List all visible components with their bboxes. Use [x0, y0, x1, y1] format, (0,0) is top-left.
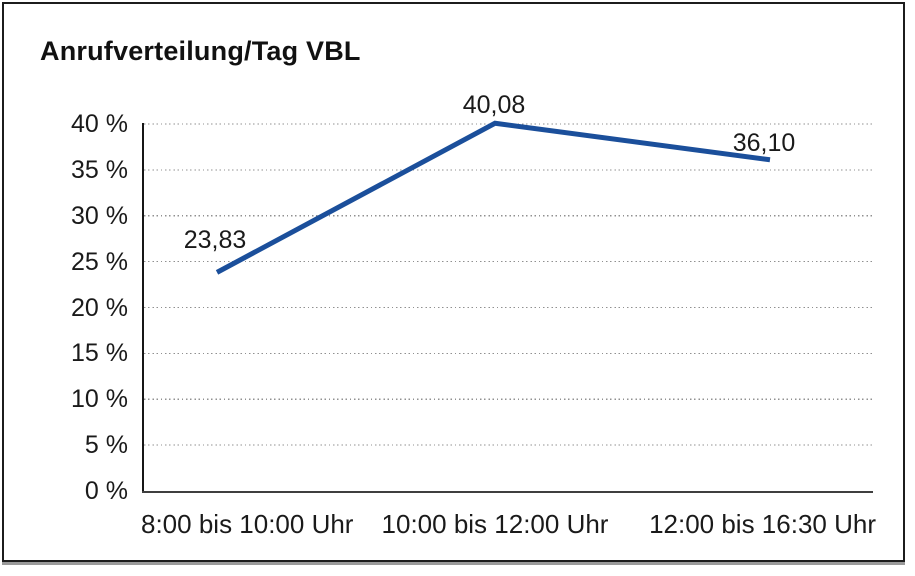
y-axis-tick-label: 5 % [84, 431, 128, 460]
data-point-label: 23,83 [183, 226, 247, 255]
chart-frame: Anrufverteilung/Tag VBL 0 % 5 % 10 % 15 % 20… [2, 2, 905, 562]
x-axis-category-label: 12:00 bis 16:30 Uhr [649, 509, 876, 539]
y-axis-tick-label: 20 % [71, 293, 128, 322]
y-axis-tick-label: 40 % [71, 110, 128, 138]
y-axis-tick-label: 15 % [71, 339, 128, 368]
y-axis-tick-label: 35 % [71, 155, 128, 184]
line-chart-plot [142, 120, 873, 494]
y-axis-tick-label: 25 % [71, 247, 128, 276]
x-axis-category-label: 8:00 bis 10:00 Uhr [141, 509, 354, 539]
y-axis-tick-label: 0 % [84, 477, 128, 505]
y-axis-tick-label: 30 % [71, 201, 128, 230]
chart-title: Anrufverteilung/Tag VBL [40, 36, 361, 66]
y-axis-tick-label: 10 % [71, 385, 128, 414]
data-series-line [215, 120, 771, 275]
x-axis-category-label: 10:00 bis 12:00 Uhr [381, 509, 609, 539]
data-point-label: 36,10 [732, 128, 796, 157]
data-point-label: 40,08 [462, 91, 526, 120]
